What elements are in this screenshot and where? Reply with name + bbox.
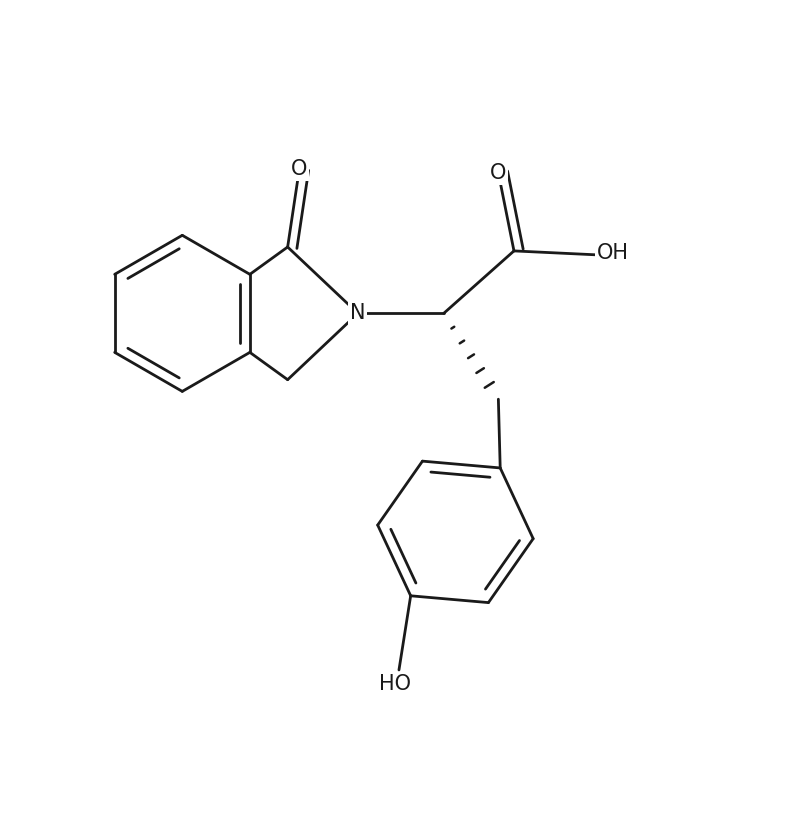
- Text: O: O: [291, 159, 307, 179]
- Text: N: N: [350, 304, 365, 323]
- Text: OH: OH: [597, 243, 629, 263]
- Text: O: O: [490, 163, 506, 183]
- Text: HO: HO: [379, 674, 411, 694]
